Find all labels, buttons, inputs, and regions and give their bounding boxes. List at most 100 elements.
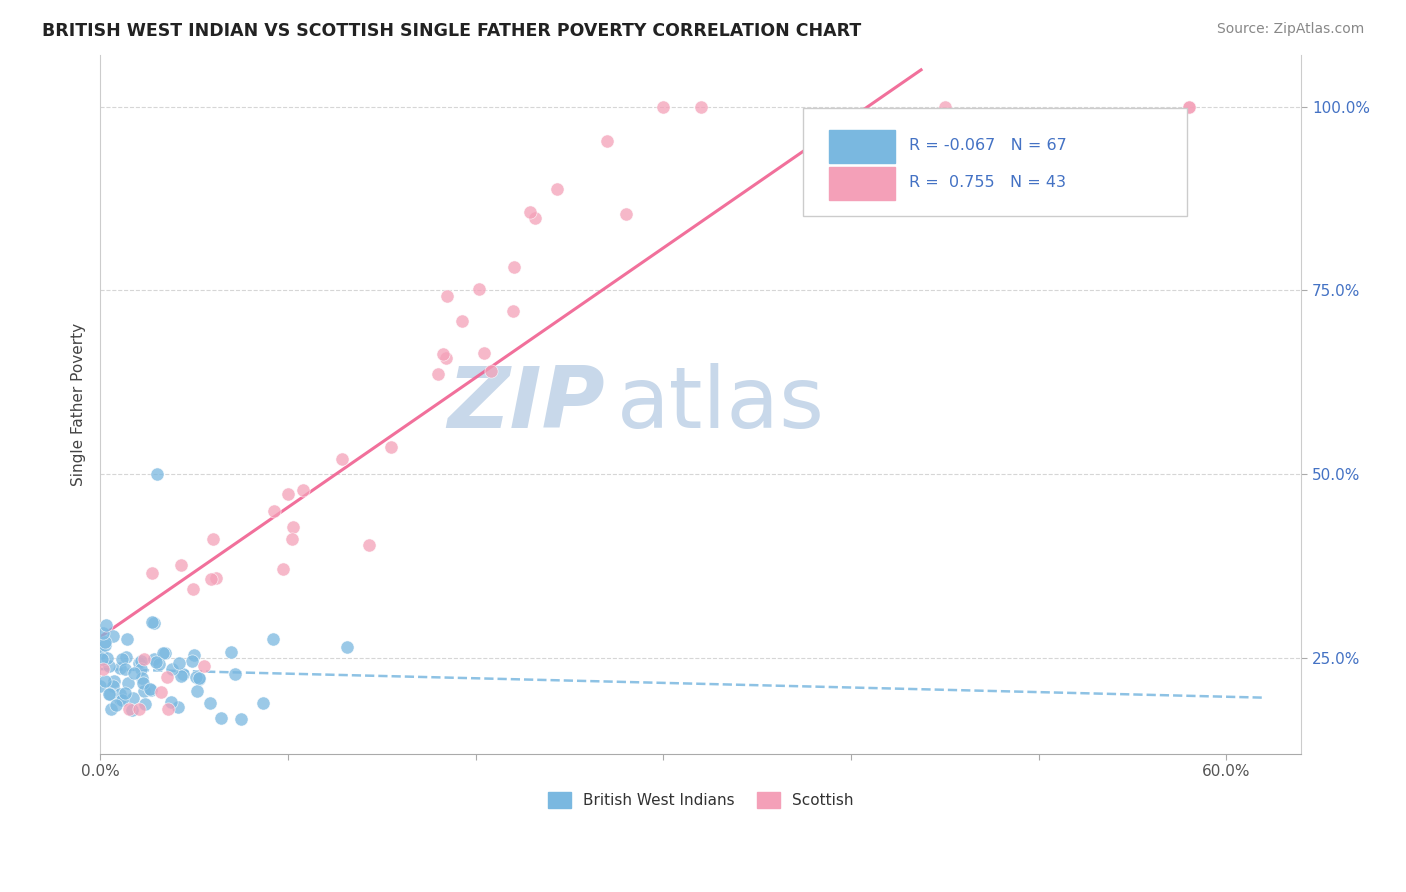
Point (472, 346, 495, 360)
Point (108, 686, 131, 700)
FancyBboxPatch shape (830, 167, 896, 201)
Point (101, 679, 124, 693)
Point (336, 640, 359, 655)
Point (468, 281, 491, 295)
Point (117, 702, 139, 716)
Point (519, 204, 541, 219)
Point (114, 686, 136, 700)
Point (451, 313, 474, 327)
Point (169, 669, 191, 683)
Point (132, 676, 155, 690)
Point (141, 566, 163, 581)
Point (596, 134, 619, 148)
Point (103, 673, 125, 688)
Text: R =  0.755   N = 43: R = 0.755 N = 43 (908, 176, 1066, 191)
Text: Source: ZipAtlas.com: Source: ZipAtlas.com (1216, 22, 1364, 37)
Text: atlas: atlas (617, 363, 825, 446)
Point (117, 676, 139, 690)
Point (188, 672, 211, 686)
Point (502, 260, 524, 274)
Point (181, 582, 204, 596)
Point (263, 504, 285, 518)
Point (271, 562, 294, 576)
Point (121, 703, 143, 717)
Point (91, 662, 114, 676)
Text: BRITISH WEST INDIAN VS SCOTTISH SINGLE FATHER POVERTY CORRELATION CHART: BRITISH WEST INDIAN VS SCOTTISH SINGLE F… (42, 22, 862, 40)
Point (934, 100, 956, 114)
Point (198, 696, 221, 710)
Point (108, 661, 131, 675)
Point (97, 659, 120, 673)
Point (200, 572, 222, 586)
Point (281, 520, 304, 534)
Point (262, 632, 284, 646)
Point (115, 649, 138, 664)
Point (187, 671, 209, 685)
Point (142, 652, 165, 666)
Point (124, 666, 146, 681)
Point (128, 702, 150, 716)
Point (134, 697, 156, 711)
Point (152, 647, 174, 661)
Point (291, 483, 314, 497)
Point (155, 646, 177, 660)
Point (172, 666, 194, 681)
Point (546, 182, 568, 196)
Point (652, 100, 675, 114)
Point (156, 670, 179, 684)
Point (224, 667, 246, 681)
Point (94, 638, 117, 652)
Point (160, 662, 183, 676)
Point (502, 304, 524, 318)
Point (143, 615, 166, 630)
Point (186, 683, 208, 698)
Point (129, 662, 152, 676)
Point (134, 652, 156, 666)
Point (94, 673, 117, 688)
Y-axis label: Single Father Poverty: Single Father Poverty (72, 323, 86, 486)
Point (436, 288, 458, 302)
Point (96, 651, 118, 665)
Point (614, 207, 637, 221)
Point (89, 679, 111, 693)
Point (1178, 100, 1201, 114)
Point (523, 211, 546, 226)
Point (114, 662, 136, 676)
Point (167, 657, 190, 671)
Point (426, 368, 449, 382)
Point (357, 538, 380, 552)
Point (252, 696, 274, 710)
FancyBboxPatch shape (803, 108, 1187, 216)
Point (110, 691, 132, 706)
Point (186, 670, 208, 684)
Point (209, 711, 232, 725)
Point (101, 629, 124, 643)
Point (193, 659, 215, 673)
Point (111, 693, 134, 707)
Point (221, 645, 243, 659)
Point (183, 648, 205, 662)
Point (128, 656, 150, 670)
Point (122, 690, 145, 705)
Point (150, 684, 173, 698)
Point (380, 440, 402, 454)
Legend: British West Indians, Scottish: British West Indians, Scottish (540, 784, 862, 815)
Text: R = -0.067   N = 67: R = -0.067 N = 67 (908, 138, 1066, 153)
Point (181, 654, 204, 668)
Point (90, 646, 112, 660)
Point (131, 671, 153, 685)
Point (479, 364, 502, 378)
Point (91, 652, 114, 666)
Point (139, 682, 162, 697)
Point (98, 687, 121, 701)
Point (170, 558, 193, 572)
Point (141, 615, 163, 629)
Point (280, 532, 302, 546)
Point (159, 695, 181, 709)
Point (202, 532, 225, 546)
Point (205, 571, 228, 585)
Point (105, 698, 128, 712)
Point (145, 655, 167, 669)
Point (111, 652, 134, 666)
Point (167, 699, 190, 714)
